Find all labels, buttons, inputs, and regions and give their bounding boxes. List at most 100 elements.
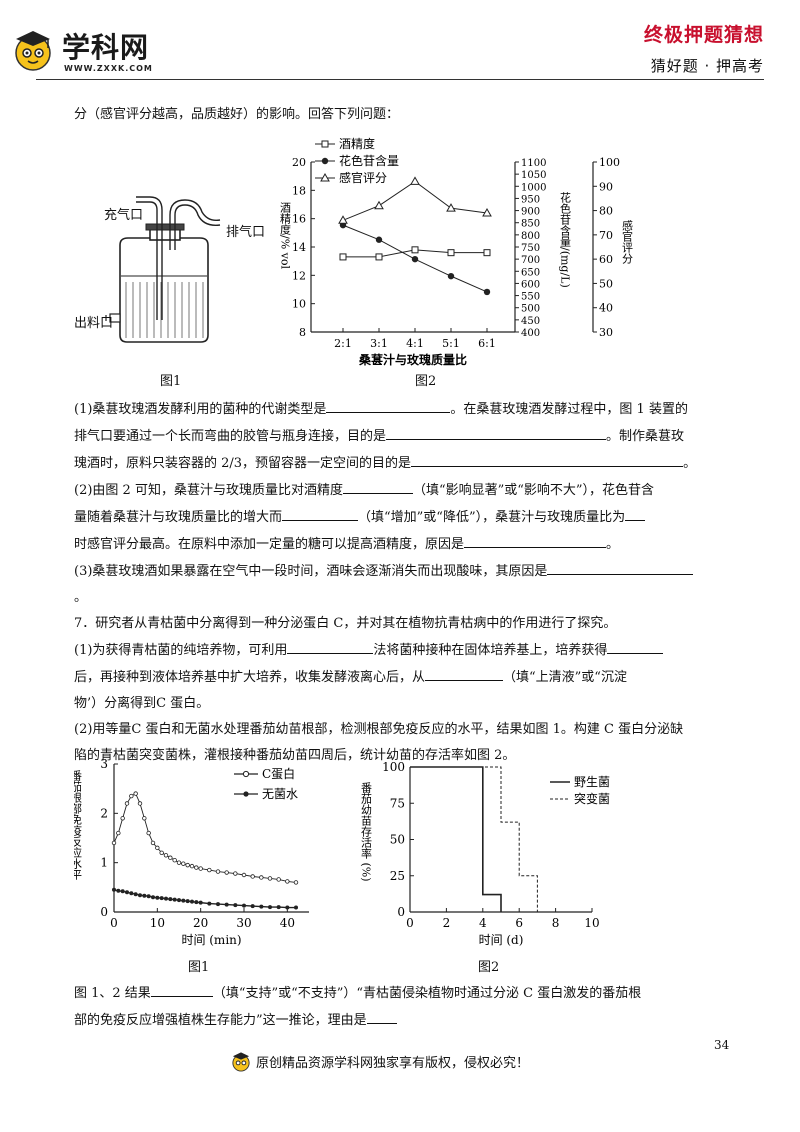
data-point bbox=[207, 867, 212, 873]
data-point bbox=[194, 865, 199, 870]
x-tick-label: 40 bbox=[280, 916, 295, 930]
legend-label: 感官评分 bbox=[339, 170, 387, 185]
data-point bbox=[268, 905, 272, 910]
mascot-icon bbox=[15, 31, 51, 71]
y-axis-label: 番茄幼苗存活率 (%) bbox=[360, 782, 373, 882]
page-number: 34 bbox=[714, 1038, 730, 1052]
mid-tick-label: 850 bbox=[521, 219, 540, 230]
x-axis-label: 桑葚汁与玫瑰质量比 bbox=[359, 352, 467, 367]
mid-tick-label: 700 bbox=[521, 255, 540, 266]
answer-blank-10[interactable] bbox=[607, 637, 664, 654]
answer-blank-7[interactable] bbox=[464, 531, 607, 548]
answer-blank-8[interactable] bbox=[547, 558, 694, 575]
label-inlet: 充气口 bbox=[104, 208, 144, 223]
data-point bbox=[164, 896, 168, 901]
data-point bbox=[482, 207, 492, 217]
immune-chart-caption: 图1 bbox=[188, 960, 210, 975]
answer-blank-6[interactable] bbox=[625, 504, 646, 521]
data-point bbox=[233, 903, 238, 908]
data-point bbox=[339, 253, 347, 261]
logo-url: WWW.ZXXK.COM bbox=[64, 64, 153, 73]
data-point bbox=[124, 801, 130, 806]
data-point bbox=[250, 874, 255, 879]
data-point bbox=[146, 894, 151, 899]
label-outlet: 出料口 bbox=[74, 316, 114, 331]
legend-marker bbox=[321, 140, 329, 148]
mid-tick-label: 650 bbox=[521, 267, 540, 278]
answer-blank-5[interactable] bbox=[282, 504, 359, 521]
data-point bbox=[163, 853, 169, 858]
header-rule bbox=[36, 79, 764, 80]
data-point bbox=[447, 249, 455, 257]
y-tick-label: 3 bbox=[100, 757, 108, 771]
data-point bbox=[172, 857, 177, 863]
answer-blank-1[interactable] bbox=[326, 396, 451, 413]
survival-chart-caption: 图2 bbox=[478, 960, 500, 975]
y-tick-label: 1 bbox=[100, 856, 108, 870]
mid-tick-label: 750 bbox=[521, 243, 540, 254]
data-point bbox=[375, 253, 383, 261]
data-point bbox=[410, 176, 420, 185]
left-tick-label: 12 bbox=[292, 269, 306, 282]
data-point bbox=[168, 855, 173, 860]
answer-blank-2[interactable] bbox=[386, 423, 607, 440]
legend-label: 野生菌 bbox=[574, 775, 610, 789]
x-axis-label: 时间 (d) bbox=[479, 933, 524, 947]
left-tick-label: 10 bbox=[292, 298, 306, 311]
data-point bbox=[293, 880, 299, 885]
answer-blank-13[interactable] bbox=[366, 1007, 397, 1024]
header-title: 终极押题猜想 bbox=[643, 24, 764, 46]
data-point bbox=[177, 898, 181, 903]
data-point bbox=[129, 793, 134, 799]
series-line-1 bbox=[410, 766, 502, 912]
data-point bbox=[133, 892, 138, 897]
x-axis-label: 时间 (min) bbox=[181, 933, 241, 947]
data-point bbox=[155, 845, 160, 851]
left-tick-label: 16 bbox=[292, 213, 306, 226]
x-tick-label: 4 bbox=[479, 916, 487, 930]
question-7-3: 图 1、2 结果 （填“支持”或“不支持”）“青枯菌侵染植物时通过分泌 C 蛋白激… bbox=[74, 980, 734, 1034]
mid-tick-label: 1050 bbox=[521, 170, 546, 181]
answer-blank-9[interactable] bbox=[287, 637, 374, 654]
data-point bbox=[233, 871, 238, 876]
y-tick-label: 50 bbox=[390, 833, 405, 847]
y-axis-label: 番茄根部免疫反应水平 bbox=[74, 770, 83, 881]
data-point bbox=[259, 875, 264, 880]
series-line-2 bbox=[113, 889, 296, 909]
left-axis-label: 酒精度/% vol bbox=[279, 202, 292, 270]
data-point bbox=[120, 889, 125, 894]
data-point bbox=[168, 897, 173, 902]
answer-blank-3[interactable] bbox=[411, 450, 684, 467]
x-tick-label: 2 bbox=[443, 916, 451, 930]
question-1: (1)桑葚玫瑰酒发酵利用的菌种的代谢类型是 。在桑葚玫瑰酒发酵过程中，图 1 装置… bbox=[74, 396, 730, 769]
answer-blank-4[interactable] bbox=[342, 477, 413, 494]
legend-marker bbox=[320, 172, 330, 182]
mid-axis-label: 花色苷含量/(mg/L) bbox=[559, 192, 572, 288]
right-tick-label: 50 bbox=[599, 277, 613, 290]
logo-text: 学科网 bbox=[62, 31, 150, 64]
answer-blank-11[interactable] bbox=[425, 664, 504, 681]
data-point bbox=[285, 905, 290, 910]
wine-chart-caption: 图2 bbox=[415, 374, 437, 389]
header-right: 终极押题猜想 猜好题 · 押高考 bbox=[644, 20, 764, 76]
data-point bbox=[112, 887, 116, 892]
data-point bbox=[483, 288, 491, 296]
legend-label: 突变菌 bbox=[574, 791, 610, 806]
answer-blank-12[interactable] bbox=[150, 980, 213, 997]
data-point bbox=[185, 862, 190, 868]
data-point bbox=[216, 902, 220, 907]
left-tick-label: 20 bbox=[292, 156, 306, 169]
mid-tick-label: 600 bbox=[521, 279, 540, 290]
x-tick-label: 0 bbox=[406, 916, 414, 930]
legend-marker bbox=[321, 157, 329, 165]
data-point bbox=[224, 870, 229, 875]
left-tick-label: 18 bbox=[292, 184, 306, 197]
data-point bbox=[198, 900, 203, 905]
y-tick-label: 100 bbox=[382, 760, 405, 774]
data-point bbox=[198, 866, 203, 871]
data-point bbox=[190, 899, 194, 904]
footer: 原创精品资源学科网独家享有版权，侵权必究！ bbox=[230, 1048, 529, 1074]
header-logo: 学科网 WWW.ZXXK.COM bbox=[10, 22, 210, 82]
data-point bbox=[116, 888, 121, 893]
